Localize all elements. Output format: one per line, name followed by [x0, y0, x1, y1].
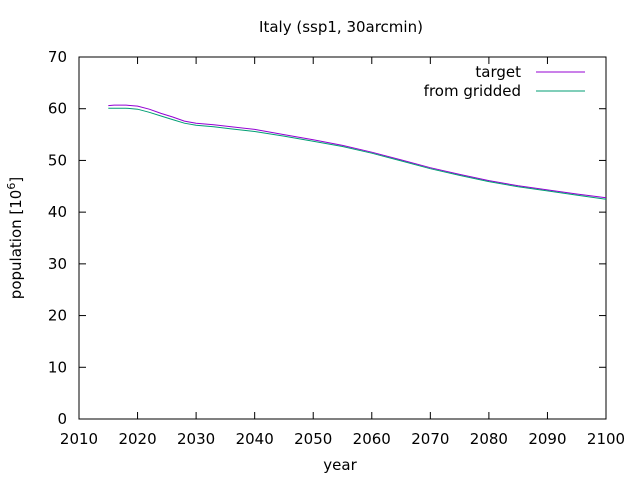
- y-axis-title-close: ]: [7, 177, 25, 183]
- y-tick-label: 0: [57, 410, 67, 428]
- y-tick-label: 50: [48, 151, 67, 169]
- y-axis-title-exponent: 6: [5, 183, 18, 190]
- y-tick-label: 20: [48, 307, 67, 325]
- x-tick-label: 2080: [470, 430, 508, 448]
- y-tick-label: 60: [48, 100, 67, 118]
- plot-frame: [78, 56, 607, 420]
- series-line-0: [108, 104, 607, 199]
- y-axis: 0 10 20 30 40 50 60 70: [48, 48, 606, 428]
- x-tick-label: 2020: [118, 430, 156, 448]
- series-lines: [108, 104, 607, 200]
- x-tick-label: 2030: [177, 430, 215, 448]
- x-axis-title: year: [323, 456, 357, 474]
- x-tick-label: 2060: [353, 430, 391, 448]
- x-tick-label: 2090: [528, 430, 566, 448]
- y-axis-title-main: population [10: [7, 190, 25, 300]
- y-tick-label: 70: [48, 48, 67, 66]
- y-tick-label: 30: [48, 255, 67, 273]
- x-tick-label: 2100: [587, 430, 625, 448]
- x-tick-label: 2050: [294, 430, 332, 448]
- legend-label: target: [475, 63, 521, 81]
- x-tick-label: 2010: [60, 430, 98, 448]
- chart-title: Italy (ssp1, 30arcmin): [259, 18, 423, 36]
- x-tick-label: 2070: [411, 430, 449, 448]
- y-tick-label: 40: [48, 203, 67, 221]
- legend-label: from gridded: [424, 82, 521, 100]
- y-axis-title: population [106]: [5, 177, 25, 299]
- x-axis: 2010 2020 2030 2040 2050 2060 2070 2080 2090 2100: [60, 57, 625, 448]
- series-line-1: [108, 107, 607, 200]
- x-tick-label: 2040: [236, 430, 274, 448]
- y-tick-label: 10: [48, 358, 67, 376]
